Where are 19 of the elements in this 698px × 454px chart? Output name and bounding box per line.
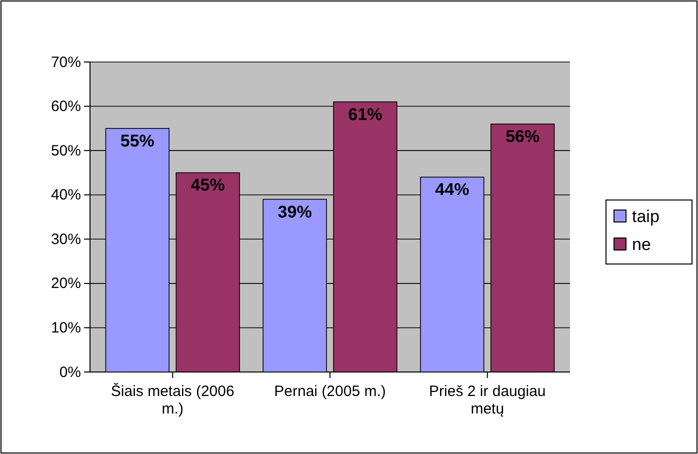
y-tick-label: 40%	[50, 186, 81, 204]
y-tick-label: 0%	[59, 364, 81, 381]
data-label: 44%	[435, 180, 470, 200]
x-tick-label: Prieš 2 ir daugiau metų	[429, 383, 546, 418]
y-tick-label: 30%	[50, 230, 81, 248]
x-tick-label: Pernai (2005 m.)	[274, 383, 386, 400]
y-tick-label: 50%	[50, 142, 81, 160]
y-tick-label: 20%	[50, 275, 81, 292]
y-tick-label: 10%	[50, 320, 81, 337]
y-tick-label: 60%	[50, 98, 81, 116]
x-tick-label: Šiais metais (2006 m.)	[110, 382, 234, 418]
data-label: 39%	[278, 202, 312, 222]
y-tick-label: 70%	[50, 54, 81, 71]
legend-label: taip	[632, 207, 660, 226]
data-label: 55%	[120, 131, 154, 150]
data-label: 56%	[506, 127, 540, 146]
data-label: 45%	[190, 176, 225, 195]
data-label: 61%	[348, 104, 382, 124]
legend-label: ne	[632, 235, 651, 254]
